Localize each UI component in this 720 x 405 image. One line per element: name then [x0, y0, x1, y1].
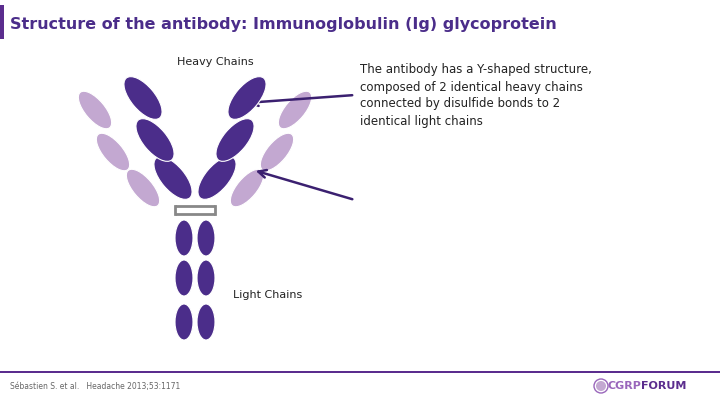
Ellipse shape: [198, 157, 236, 199]
Text: Sébastien S. et al.   Headache 2013;53:1171: Sébastien S. et al. Headache 2013;53:117…: [10, 382, 180, 390]
Ellipse shape: [175, 260, 193, 296]
Ellipse shape: [216, 119, 254, 161]
Ellipse shape: [261, 133, 294, 171]
Ellipse shape: [197, 260, 215, 296]
Ellipse shape: [126, 169, 160, 207]
Bar: [0, 371, 720, 373]
Ellipse shape: [175, 304, 193, 340]
Ellipse shape: [197, 220, 215, 256]
Circle shape: [596, 381, 606, 391]
Text: Structure of the antibody: Immunoglobulin (Ig) glycoprotein: Structure of the antibody: Immunoglobuli…: [10, 17, 557, 32]
Ellipse shape: [124, 77, 162, 119]
Ellipse shape: [197, 304, 215, 340]
Text: connected by disulfide bonds to 2: connected by disulfide bonds to 2: [360, 98, 560, 111]
Bar: [0, 5, 4, 39]
Ellipse shape: [136, 119, 174, 161]
Text: CGRP: CGRP: [608, 381, 642, 391]
Ellipse shape: [154, 157, 192, 199]
Ellipse shape: [230, 169, 264, 207]
Ellipse shape: [78, 91, 112, 129]
Text: Heavy Chains: Heavy Chains: [176, 57, 253, 67]
Ellipse shape: [96, 133, 130, 171]
Text: Light Chains: Light Chains: [233, 290, 302, 300]
Ellipse shape: [279, 91, 312, 129]
Ellipse shape: [228, 77, 266, 119]
Ellipse shape: [175, 220, 193, 256]
Text: identical light chains: identical light chains: [360, 115, 483, 128]
Text: composed of 2 identical heavy chains: composed of 2 identical heavy chains: [360, 81, 583, 94]
Text: FORUM: FORUM: [641, 381, 686, 391]
Text: The antibody has a Y-shaped structure,: The antibody has a Y-shaped structure,: [360, 64, 592, 77]
